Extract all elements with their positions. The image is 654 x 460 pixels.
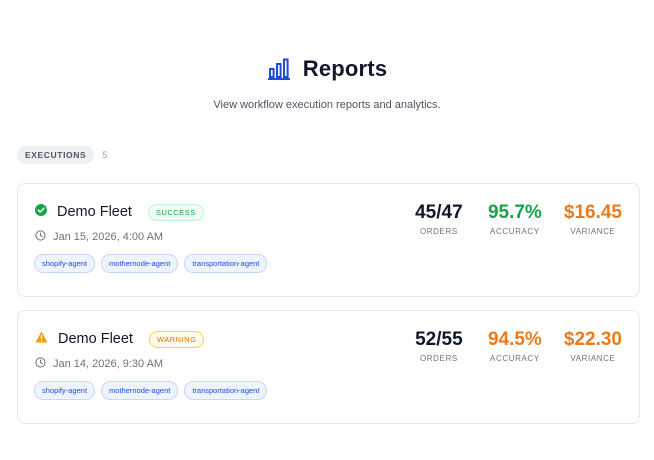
orders-metric: 45/47 ORDERS <box>412 202 466 236</box>
variance-value: $22.30 <box>563 329 622 350</box>
bar-chart-icon <box>267 58 291 80</box>
execution-card[interactable]: Demo Fleet WARNING Jan 14, 2026, 9:30 AM… <box>17 310 640 424</box>
check-circle-icon <box>35 203 47 221</box>
variance-metric: $16.45 VARIANCE <box>564 202 622 236</box>
executions-count: 5 <box>102 150 108 160</box>
orders-label: ORDERS <box>419 354 458 363</box>
warning-triangle-icon <box>35 330 48 348</box>
orders-metric: 52/55 ORDERS <box>412 329 466 363</box>
agent-tag[interactable]: mothernode-agent <box>101 381 179 400</box>
execution-name: Demo Fleet <box>57 204 132 220</box>
executions-label[interactable]: EXECUTIONS <box>17 146 95 164</box>
agent-tag[interactable]: mothernode-agent <box>101 254 179 273</box>
agent-tags: shopify-agent mothernode-agent transport… <box>34 254 268 273</box>
variance-label: VARIANCE <box>570 354 616 363</box>
page-header: Reports <box>0 56 654 82</box>
accuracy-label: ACCURACY <box>490 354 540 363</box>
execution-name: Demo Fleet <box>58 331 133 347</box>
execution-date: Jan 14, 2026, 9:30 AM <box>53 358 164 370</box>
orders-value: 45/47 <box>415 202 463 223</box>
page-title: Reports <box>302 56 388 81</box>
orders-label: ORDERS <box>419 227 458 236</box>
page-subtitle: View workflow execution reports and anal… <box>213 99 441 111</box>
accuracy-metric: 95.7% ACCURACY <box>488 202 542 236</box>
variance-metric: $22.30 VARIANCE <box>564 329 622 363</box>
clock-icon <box>35 230 46 244</box>
agent-tag[interactable]: transportation-agent <box>184 254 268 273</box>
accuracy-value: 94.5% <box>487 329 542 350</box>
agent-tag[interactable]: shopify-agent <box>34 381 96 400</box>
variance-label: VARIANCE <box>570 227 616 236</box>
execution-card[interactable]: Demo Fleet SUCCESS Jan 15, 2026, 4:00 AM… <box>17 183 640 297</box>
variance-value: $16.45 <box>563 202 622 223</box>
agent-tag[interactable]: shopify-agent <box>34 254 96 273</box>
executions-section-header: EXECUTIONS 5 <box>17 146 107 164</box>
status-badge: SUCCESS <box>147 203 204 221</box>
execution-metrics: 52/55 ORDERS 94.5% ACCURACY $22.30 VARIA… <box>412 329 622 363</box>
status-badge: WARNING <box>148 330 205 348</box>
accuracy-value: 95.7% <box>487 202 542 223</box>
orders-value: 52/55 <box>415 329 463 350</box>
execution-metrics: 45/47 ORDERS 95.7% ACCURACY $16.45 VARIA… <box>412 202 622 236</box>
accuracy-label: ACCURACY <box>490 227 540 236</box>
agent-tag[interactable]: transportation-agent <box>184 381 268 400</box>
agent-tags: shopify-agent mothernode-agent transport… <box>34 381 268 400</box>
accuracy-metric: 94.5% ACCURACY <box>488 329 542 363</box>
clock-icon <box>35 357 46 371</box>
execution-date: Jan 15, 2026, 4:00 AM <box>53 231 164 243</box>
